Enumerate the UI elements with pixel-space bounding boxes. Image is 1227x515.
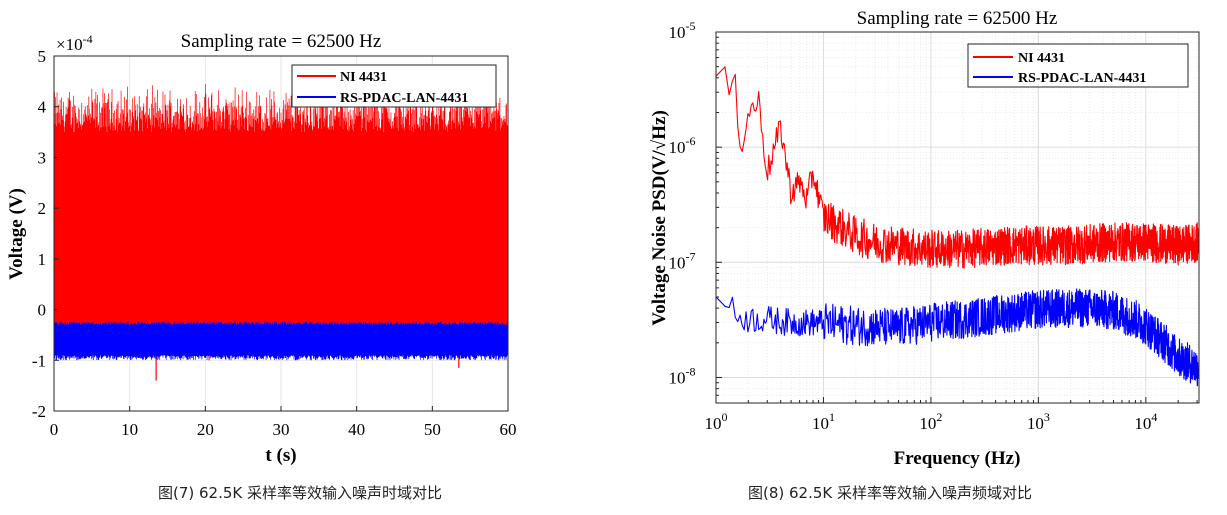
series-ni4431-trace [715, 66, 1200, 269]
y-tick-labels: 10-8 10-7 10-6 10-5 [669, 19, 696, 387]
chart-title: Sampling rate = 62500 Hz [857, 8, 1058, 29]
x-tick-labels: 100 101 102 103 104 [705, 410, 1158, 433]
y-axis-label: Voltage (V) [6, 188, 27, 280]
x-tick-label: 40 [348, 420, 365, 439]
series-ni4431-trace [53, 84, 509, 343]
series-layer [715, 66, 1200, 387]
legend-box [967, 43, 1189, 88]
legend: NI 4431 RS-PDAC-LAN-4431 [967, 43, 1189, 88]
figure-caption-8: 图(8) 62.5K 采样率等效输入噪声频域对比 [748, 484, 1032, 502]
series-rs-pdac-trace [715, 288, 1200, 387]
figure-caption-7: 图(7) 62.5K 采样率等效输入噪声时域对比 [158, 484, 442, 502]
tick-marks [53, 55, 509, 412]
series-rs-pdac [53, 321, 509, 361]
legend-label-rs-pdac: RS-PDAC-LAN-4431 [340, 91, 468, 106]
frequency-domain-chart: 100 101 102 103 104 10-8 10-7 10-6 10-5 Samplin… [649, 8, 1200, 469]
y-tick-label: 0 [38, 301, 47, 320]
legend-label-rs-pdac: RS-PDAC-LAN-4431 [1018, 71, 1146, 86]
y-tick-label: 2 [38, 199, 47, 218]
y-tick-label: -1 [32, 351, 46, 370]
series-rs-pdac [715, 288, 1200, 387]
x-tick-label: 104 [1134, 410, 1157, 433]
y-tick-label: 10-8 [669, 364, 696, 387]
y-tick-label: 4 [38, 98, 47, 117]
x-tick-label: 60 [500, 420, 517, 439]
y-tick-label: 10-6 [669, 134, 696, 157]
series-rs-pdac-trace [53, 321, 509, 361]
y-tick-label: -2 [32, 402, 46, 421]
y-tick-label: 1 [38, 250, 47, 269]
y-tick-labels: -2 -1 0 1 2 3 4 5 [32, 47, 47, 421]
x-tick-label: 20 [197, 420, 214, 439]
chart-title: Sampling rate = 62500 Hz [181, 31, 382, 52]
x-tick-label: 0 [50, 420, 59, 439]
tick-marks [715, 31, 1198, 404]
x-tick-label: 50 [424, 420, 441, 439]
x-tick-label: 102 [919, 410, 942, 433]
legend: NI 4431 RS-PDAC-LAN-4431 [291, 64, 497, 108]
series-ni4431 [53, 84, 509, 381]
series-ni4431 [715, 66, 1200, 269]
legend-label-ni4431: NI 4431 [340, 70, 387, 85]
series-layer [53, 84, 509, 381]
legend-box [291, 64, 497, 108]
x-tick-label: 10 [121, 420, 138, 439]
x-tick-label: 103 [1027, 410, 1050, 433]
x-axis-label: Frequency (Hz) [894, 448, 1021, 469]
time-domain-chart: 0 10 20 30 40 50 60 -2 -1 0 1 2 3 4 5 ×10-4 Sampling … [6, 31, 517, 466]
y-axis-label: Voltage Noise PSD(V/√Hz) [649, 110, 670, 326]
x-tick-label: 30 [273, 420, 290, 439]
x-axis-label: t (s) [265, 445, 296, 466]
y-exponent-label: ×10-4 [56, 32, 93, 54]
y-tick-label: 10-5 [669, 19, 696, 42]
x-tick-labels: 0 10 20 30 40 50 60 [50, 420, 517, 439]
x-tick-label: 100 [705, 410, 728, 433]
y-tick-label: 5 [38, 47, 47, 66]
y-tick-label: 3 [38, 148, 47, 167]
legend-label-ni4431: NI 4431 [1018, 51, 1065, 66]
y-tick-label: 10-7 [669, 249, 696, 272]
plot-area [716, 32, 1199, 403]
plot-frame [715, 31, 1200, 404]
x-tick-label: 101 [812, 410, 835, 433]
